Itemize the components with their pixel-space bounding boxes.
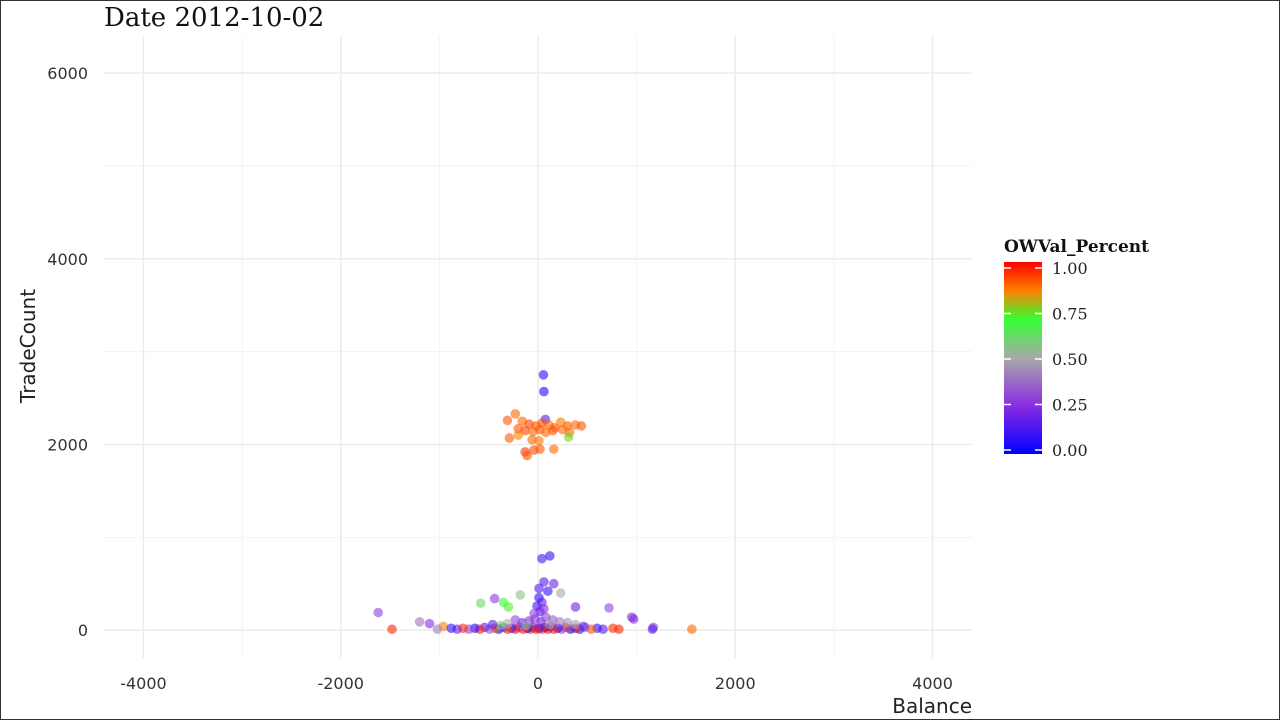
data-point (570, 602, 581, 612)
legend-label: 0.75 (1052, 305, 1088, 324)
data-point (628, 614, 639, 624)
data-point (548, 578, 559, 589)
data-point (548, 444, 559, 454)
data-point (539, 603, 549, 614)
legend-ticks: 1.00 0.75 0.50 0.25 0.00 (1004, 259, 1088, 460)
legend-label: 0.50 (1052, 350, 1088, 369)
data-point (529, 608, 539, 619)
data-point (554, 616, 565, 627)
data-point (545, 551, 555, 561)
data-point (570, 619, 581, 630)
data-point (475, 598, 486, 609)
data-point (487, 619, 498, 630)
data-point (555, 588, 566, 598)
x-tick-label: 4000 (912, 674, 953, 693)
y-axis-label: TradeCount (16, 289, 40, 404)
x-tick-labels: -4000 -2000 0 2000 4000 (120, 674, 953, 693)
data-point (576, 421, 587, 431)
data-point (513, 430, 524, 440)
data-point (563, 432, 574, 442)
data-point (604, 603, 614, 613)
data-point (520, 425, 530, 436)
x-tick-label: 0 (533, 674, 543, 693)
data-point (578, 621, 589, 632)
data-point (432, 624, 443, 635)
data-point (543, 586, 553, 596)
legend-label: 0.00 (1052, 441, 1088, 460)
data-point (503, 602, 514, 612)
data-point (510, 615, 521, 625)
data-point (387, 624, 397, 635)
data-point (538, 370, 549, 380)
y-tick-labels: 0 2000 4000 6000 (47, 64, 88, 640)
data-point (515, 590, 526, 600)
legend-colorbar (1004, 262, 1042, 454)
data-point (424, 618, 435, 629)
legend-label: 0.25 (1052, 396, 1088, 415)
legend-label: 1.00 (1052, 259, 1088, 278)
data-point (414, 616, 425, 627)
data-point (687, 624, 697, 635)
data-point (534, 592, 544, 603)
y-tick-label: 0 (78, 621, 88, 640)
legend-title: OWVal_Percent (1004, 237, 1149, 257)
data-point (547, 425, 558, 436)
data-point (545, 619, 555, 630)
grid-lines (104, 36, 972, 658)
data-point (539, 577, 549, 587)
x-axis-label: Balance (892, 694, 972, 718)
data-point (495, 620, 506, 631)
data-point (522, 450, 532, 461)
y-tick-label: 2000 (47, 435, 88, 454)
data-point (446, 623, 457, 634)
data-points (373, 370, 697, 635)
y-tick-label: 6000 (47, 64, 88, 83)
x-tick-label: -4000 (120, 674, 167, 693)
data-point (537, 553, 547, 564)
data-point (502, 415, 513, 426)
data-point (521, 620, 531, 631)
data-point (608, 623, 618, 634)
data-point (562, 617, 573, 628)
data-point (510, 409, 521, 419)
x-tick-label: -2000 (317, 674, 364, 693)
data-point (534, 435, 544, 446)
chart-title: Date 2012-10-02 (104, 3, 324, 33)
data-point (647, 624, 658, 635)
data-point (539, 386, 549, 397)
data-point (535, 444, 545, 454)
data-point (373, 607, 384, 618)
y-tick-label: 4000 (47, 250, 88, 269)
data-point (504, 433, 515, 443)
data-point (534, 583, 544, 594)
x-tick-label: 2000 (715, 674, 756, 693)
data-point (489, 593, 500, 604)
color-legend: OWVal_Percent 1.00 0.75 0.50 0.25 0.00 (1004, 237, 1149, 460)
